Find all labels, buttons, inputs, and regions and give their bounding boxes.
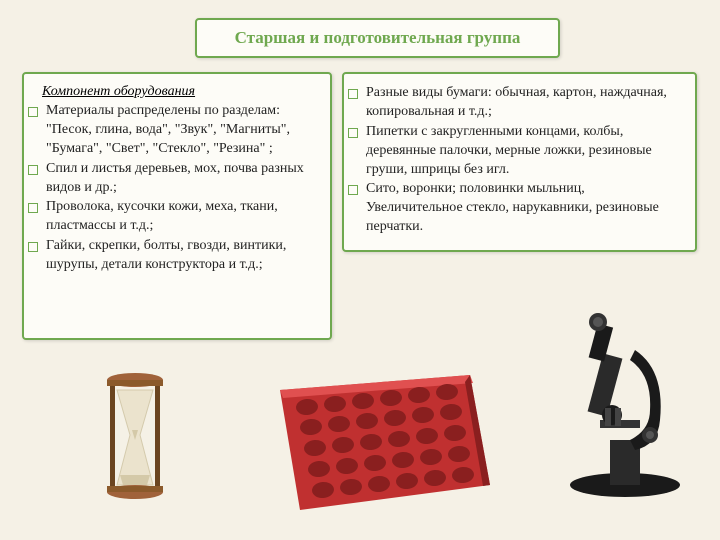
list-item: Пипетки с закругленными концами, колбы, … — [362, 123, 683, 180]
hourglass-icon — [100, 370, 170, 505]
tray-icon — [255, 355, 500, 525]
microscope-icon — [560, 300, 690, 500]
list-item: Гайки, скрепки, болты, гвозди, винтики, … — [42, 237, 318, 275]
list-item: Сито, воронки; половинки мыльниц, Увелич… — [362, 180, 683, 237]
list-item: Материалы распределены по разделам: "Пес… — [42, 102, 318, 159]
list-item: Проволока, кусочки кожи, меха, ткани, пл… — [42, 198, 318, 236]
page-title: Старшая и подготовительная группа — [235, 28, 521, 47]
title-box: Старшая и подготовительная группа — [195, 18, 560, 58]
list-item: Спил и листья деревьев, мох, почва разны… — [42, 160, 318, 198]
left-list: Материалы распределены по разделам: "Пес… — [42, 102, 318, 275]
right-list: Разные виды бумаги: обычная, картон, наж… — [362, 84, 683, 237]
left-column: Компонент оборудования Материалы распред… — [22, 72, 332, 340]
list-item: Разные виды бумаги: обычная, картон, наж… — [362, 84, 683, 122]
right-column: Разные виды бумаги: обычная, картон, наж… — [342, 72, 697, 252]
left-subtitle: Компонент оборудования — [42, 84, 318, 100]
